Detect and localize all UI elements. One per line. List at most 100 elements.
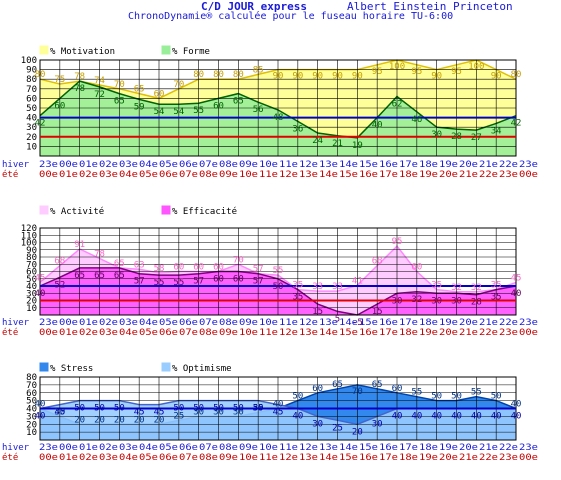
data-label: 59 [134,102,145,112]
hour-label-ete: 06e [159,170,178,180]
hour-label-ete: 14e [319,328,338,338]
hour-label-hiver: 18e [419,443,438,453]
hour-label-hiver: 18e [419,318,438,328]
hour-label-hiver: 02e [99,318,118,328]
hour-label-ete: 04e [119,170,138,180]
hour-label-hiver: 13e [319,160,338,170]
data-label: 35 [491,281,502,291]
data-label: 55 [193,106,204,116]
hour-label-ete: 12e [279,170,298,180]
hour-label-hiver: 22e [499,318,518,328]
hour-label-ete: 16e [359,453,378,463]
y-tick-label: 80 [26,253,37,263]
data-label: 70 [114,80,125,90]
data-label: 95 [392,237,403,247]
hour-label-ete: 01e [59,170,78,180]
hour-label-ete: 08e [199,170,218,180]
data-label: 100 [468,62,484,72]
hour-label-hiver: 00e [59,318,78,328]
data-label: 60 [154,89,165,99]
data-label: 63 [134,260,145,270]
hour-label-ete: 06e [159,328,178,338]
hour-label-ete: 14e [319,170,338,180]
data-label: 32 [451,283,462,293]
hour-label-hiver: 17e [399,160,418,170]
data-label: 60 [233,275,244,285]
hour-label-hiver: 23e [519,318,538,328]
y-tick-label: 40 [26,282,37,292]
hour-label-hiver: 22e [499,160,518,170]
data-label: 90 [273,72,284,82]
hour-label-hiver: 11e [279,318,298,328]
data-label: 50 [292,392,303,402]
hour-label-ete: 22e [479,453,498,463]
hour-label-hiver: 17e [399,443,418,453]
data-label: 50 [94,404,105,414]
hour-label-ete: 05e [139,453,158,463]
data-label: 40 [35,289,46,299]
y-tick-label: 110 [21,231,37,241]
data-label: 30 [431,130,442,140]
data-label: 54 [173,107,184,117]
data-label: 55 [173,278,184,288]
data-label: 40 [392,412,403,422]
hour-label-hiver: 05e [159,443,178,453]
data-label: 45 [134,408,145,418]
data-label: 95 [451,67,462,77]
data-label: 80 [511,70,522,80]
hour-label-ete: 15e [339,328,358,338]
hour-label-ete: 08e [199,328,218,338]
hour-label-ete: 11e [259,453,278,463]
hour-label-ete: 20e [439,328,458,338]
y-tick-label: 20 [26,297,37,307]
hour-label-hiver: 23e [39,318,58,328]
data-label: 40 [35,412,46,422]
data-label: 95 [411,67,422,77]
hour-label-hiver: 03e [119,443,138,453]
data-label: 80 [233,70,244,80]
data-label: 25 [332,423,343,433]
hour-label-hiver: 03e [119,318,138,328]
legend-label: % Optimisme [172,364,232,374]
data-label: 28 [451,132,462,142]
hour-label-ete: 10e [239,170,258,180]
hour-label-ete: 12e [279,453,298,463]
data-label: 60 [213,275,224,285]
hour-label-ete: 23e [499,328,518,338]
data-label: 60 [193,263,204,273]
data-label: 32 [471,283,482,293]
hour-label-ete: 10e [239,328,258,338]
legend-label: % Efficacité [172,206,237,217]
data-label: 60 [312,384,323,394]
hour-label-ete: 11e [259,328,278,338]
hour-label-hiver: 10e [259,318,278,328]
hour-label-ete: 18e [399,170,418,180]
hour-label-hiver: 12e [299,318,318,328]
hour-label-hiver: 07e [199,443,218,453]
data-label: 30 [372,419,383,429]
data-label: 55 [411,388,422,398]
data-label: 30 [213,407,224,417]
data-label: 40 [491,412,502,422]
hour-label-ete: 14e [319,453,338,463]
y-tick-label: 40 [26,114,37,124]
hour-label-hiver: 00e [59,443,78,453]
hour-label-ete: 00e [519,170,538,180]
data-label: 40 [511,289,522,299]
data-label: 65 [114,271,125,281]
y-tick-label: 30 [26,123,37,133]
data-label: 40 [273,400,284,410]
data-label: 30 [54,407,65,417]
hour-label-hiver: 14e [339,318,358,328]
data-label: 33 [332,282,343,292]
data-label: 50 [273,282,284,292]
hour-label-ete: 13e [299,453,318,463]
hour-label-ete: 07e [179,453,198,463]
hour-label-ete: 01e [59,453,78,463]
data-label: 57 [134,277,145,287]
data-label: 24 [312,136,323,146]
data-label: 65 [114,259,125,269]
legend-swatch [39,362,49,372]
legend-swatch [39,45,49,55]
